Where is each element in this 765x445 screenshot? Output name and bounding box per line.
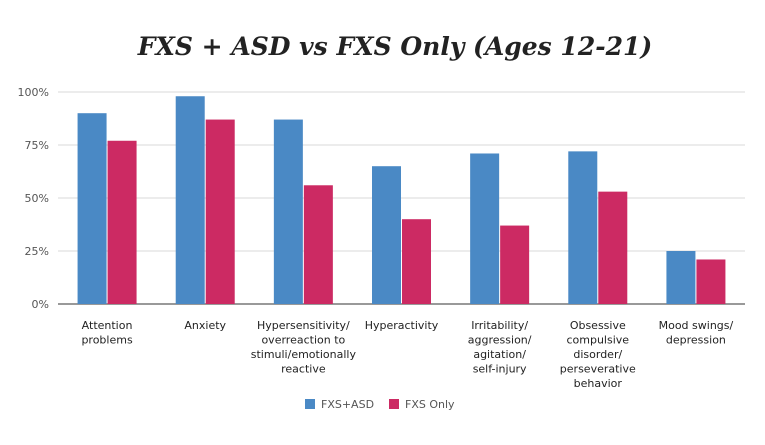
y-tick-label: 100% (18, 86, 49, 99)
y-tick-label: 75% (25, 139, 49, 152)
category-labels: Attention problems Anxiety Hypersensitivity… (81, 319, 733, 390)
chart-title: FXS + ASD vs FXS Only (Ages 12-21) (137, 32, 652, 61)
bars (77, 96, 726, 305)
bar-fxs-asd-2 (273, 119, 303, 304)
bar-fxs-asd-1 (175, 96, 205, 305)
bar-fxs-only-5 (598, 191, 628, 304)
bar-fxs-only-4 (500, 225, 530, 304)
bar-fxs-asd-3 (372, 166, 401, 304)
category-label: Hyperactivity (365, 319, 439, 332)
bar-fxs-asd-0 (77, 113, 107, 304)
category-label: Mood swings/depression (659, 319, 734, 347)
legend-swatch (305, 399, 315, 409)
bar-fxs-only-1 (205, 119, 235, 304)
bar-fxs-asd-4 (470, 153, 500, 304)
bar-fxs-only-2 (303, 185, 333, 304)
category-label: Attention problems (81, 319, 133, 347)
legend: FXS+ASD FXS Only (305, 398, 455, 411)
bar-fxs-asd-6 (666, 251, 696, 304)
legend-swatch (389, 399, 399, 409)
category-label: Anxiety (184, 319, 226, 332)
y-tick-label: 0% (32, 298, 49, 311)
category-label: Irritability/aggression/agitation/self-i… (468, 319, 532, 376)
bar-fxs-only-3 (402, 219, 431, 304)
bar-fxs-only-0 (107, 140, 137, 304)
category-label: Hypersensitivity/overreaction to stimuli/… (251, 319, 357, 376)
bar-fxs-asd-5 (568, 151, 598, 304)
category-label: Obsessive compulsive disorder/perseverativ… (560, 319, 636, 390)
gridlines (58, 91, 745, 305)
bar-fxs-only-6 (696, 259, 726, 304)
legend-label: FXS Only (405, 398, 455, 411)
y-tick-label: 25% (25, 245, 49, 258)
legend-label: FXS+ASD (321, 398, 374, 411)
y-tick-label: 50% (25, 192, 49, 205)
y-axis-tick-labels: 0% 25% 50% 75% 100% (18, 86, 49, 311)
